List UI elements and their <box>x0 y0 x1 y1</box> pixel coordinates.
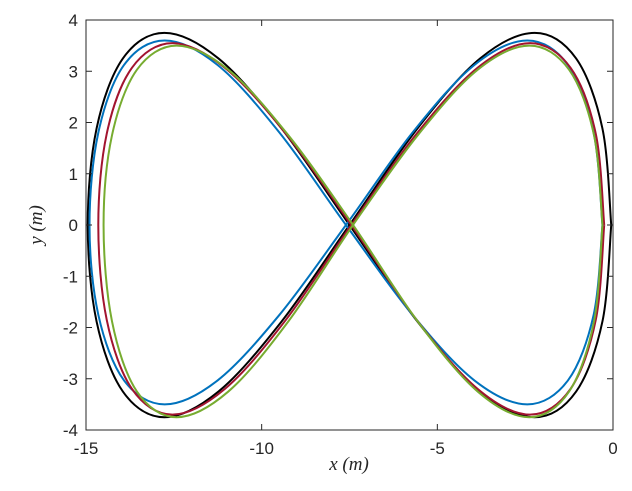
y-tick-label: -3 <box>63 370 78 389</box>
y-tick-label: -4 <box>63 421 78 440</box>
y-tick-label: 4 <box>69 11 78 30</box>
y-tick-label: -2 <box>63 319 78 338</box>
x-tick-label: 0 <box>608 439 617 458</box>
y-tick-label: -1 <box>63 267 78 286</box>
trajectory-line <box>102 44 604 419</box>
x-tick-label: -15 <box>74 439 99 458</box>
x-axis-label: x (m) <box>328 454 369 475</box>
trajectory-line <box>97 42 606 416</box>
trajectory-line <box>86 31 613 419</box>
trajectory-line <box>88 39 604 406</box>
y-axis-label: y (m) <box>26 205 47 247</box>
x-tick-label: -5 <box>430 439 445 458</box>
y-tick-label: 3 <box>69 62 78 81</box>
y-tick-label: 0 <box>69 216 78 235</box>
y-tick-label: 1 <box>69 165 78 184</box>
x-tick-label: -10 <box>249 439 274 458</box>
y-tick-label: 2 <box>69 114 78 133</box>
